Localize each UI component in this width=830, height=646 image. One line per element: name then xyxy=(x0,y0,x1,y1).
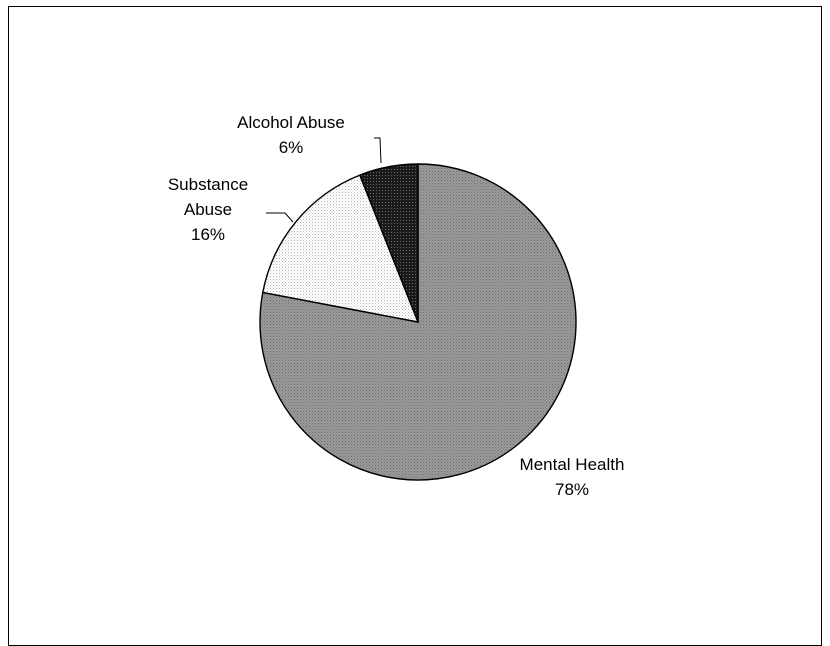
slice-label-substance-abuse: Substance xyxy=(168,175,248,194)
slice-label-mental-health: Mental Health xyxy=(520,455,625,474)
slice-percent-mental-health: 78% xyxy=(555,480,589,499)
slice-label-substance-abuse: Abuse xyxy=(184,200,232,219)
slices-layer xyxy=(259,163,577,481)
slice-percent-substance-abuse: 16% xyxy=(191,225,225,244)
leader-lines-layer xyxy=(266,137,382,223)
leader-line-substance-abuse xyxy=(266,212,294,223)
pie-slice-alcohol-abuse[interactable] xyxy=(358,163,419,323)
pie-slice-substance-abuse[interactable] xyxy=(261,174,420,323)
leader-line-alcohol-abuse xyxy=(374,137,382,164)
labels-layer: Mental Health 78% Substance Abuse 16% Alcohol… xyxy=(168,113,625,499)
slice-percent-alcohol-abuse: 6% xyxy=(279,138,304,157)
pie-slice-mental-health[interactable] xyxy=(259,163,577,481)
slice-label-alcohol-abuse: Alcohol Abuse xyxy=(237,113,345,132)
